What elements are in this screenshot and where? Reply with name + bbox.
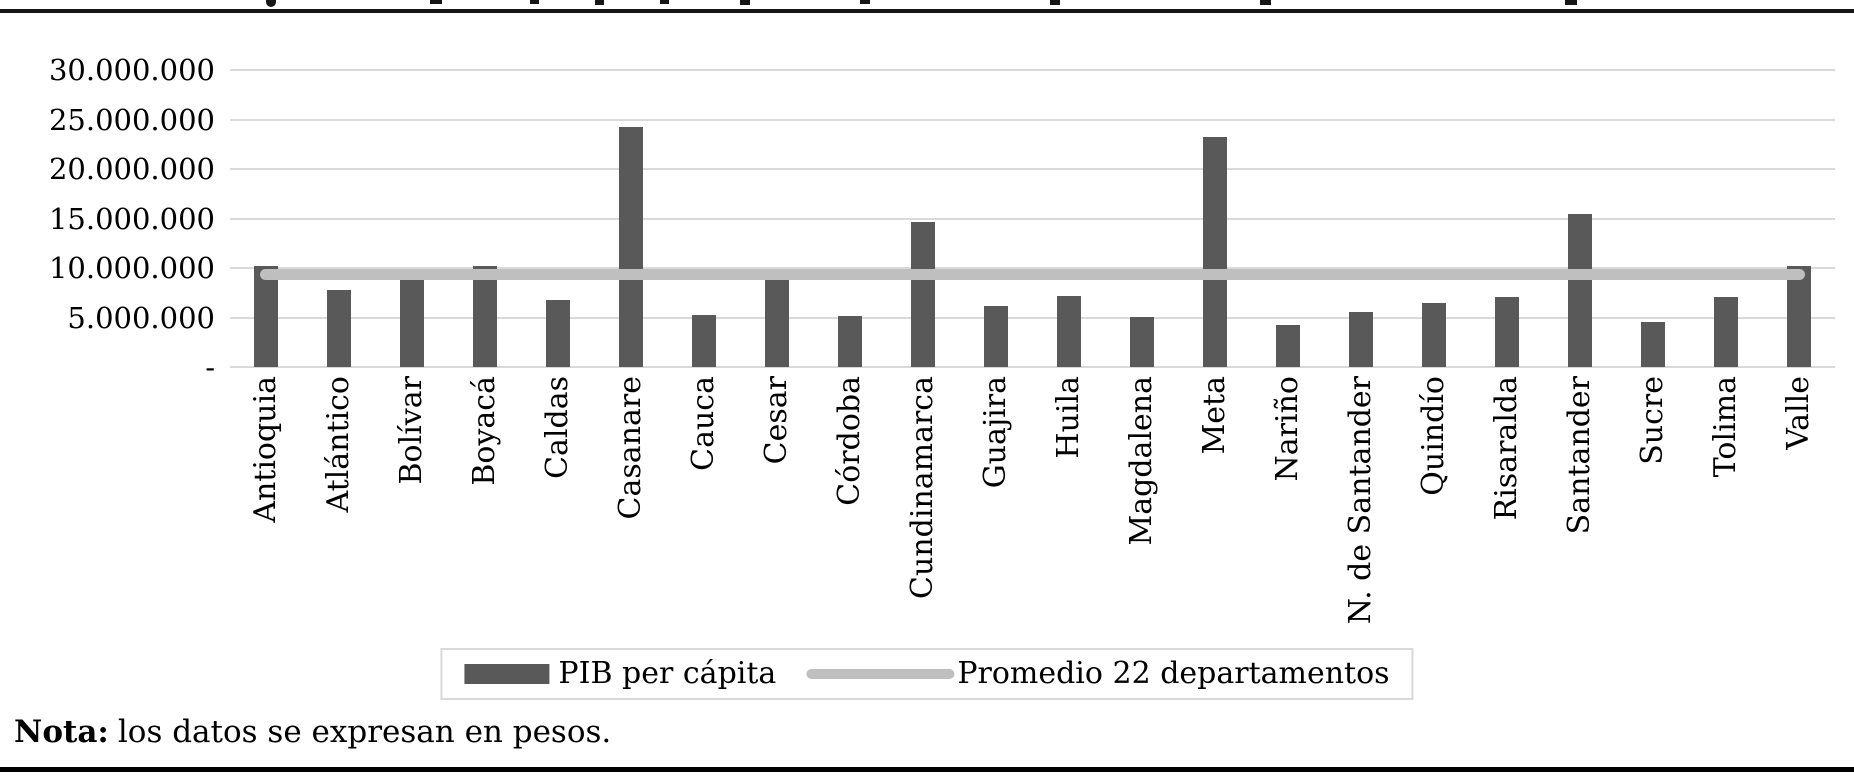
y-axis-tick-label: 5.000.000 [67, 300, 215, 335]
cropped-text-fragment [1050, 0, 1060, 5]
bar-magdalena [1129, 316, 1154, 367]
bar-antioquia [254, 266, 279, 367]
line-series-swatch [806, 669, 955, 679]
bar-valle [1786, 266, 1811, 367]
gridline [230, 316, 1835, 319]
legend: PIB per cápita Promedio 22 departamentos [440, 648, 1414, 700]
y-axis-tick-label: 30.000.000 [48, 53, 215, 87]
y-axis: 30.000.000 25.000.000 20.000.000 15.000.000… [0, 53, 215, 384]
bar-guajira [984, 305, 1009, 367]
y-axis-tick-label: - [205, 350, 215, 384]
gridline [230, 217, 1835, 220]
bottom-rule [0, 767, 1854, 772]
bar-bolivar [400, 278, 425, 367]
legend-label-bar-series: PIB per cápita [558, 656, 777, 691]
legend-label-line-series: Promedio 22 departamentos [957, 656, 1390, 691]
gridline [230, 69, 1835, 71]
bar-meta [1202, 137, 1227, 367]
bar-santander [1567, 213, 1592, 367]
cropped-text-fragment [860, 0, 870, 4]
cropped-text-fragment [1565, 0, 1577, 5]
cropped-text-fragment [266, 0, 276, 7]
bar-atlantico [327, 289, 352, 367]
cropped-text-fragment [740, 0, 750, 5]
cropped-text-fragment [530, 0, 539, 4]
y-axis-tick-label: 20.000.000 [48, 152, 215, 186]
gridline [230, 168, 1835, 170]
bar-huila [1056, 295, 1081, 367]
bar-quindio [1421, 302, 1446, 367]
bar-narino [1275, 325, 1300, 367]
bar-series-swatch [464, 664, 550, 684]
bar-casanare [619, 127, 644, 367]
gridline [230, 267, 1835, 269]
bar-tolima [1713, 296, 1738, 367]
cropped-text-fragment [595, 0, 604, 5]
bar-cesar [765, 277, 790, 367]
cropped-text-fragment [660, 0, 669, 4]
cropped-text-fragment [430, 0, 442, 4]
plot-area: Antioquia Atlántico Bolívar Boyacá Caldas Cas… [230, 69, 1835, 624]
bar-n-de-santander [1348, 311, 1373, 367]
bar-cordoba [838, 315, 863, 367]
note-text: los datos se expresan en pesos. [117, 714, 612, 750]
top-rule [0, 9, 1854, 13]
bar-cundinamarca [911, 222, 936, 367]
note-label: Nota: [14, 714, 109, 750]
gridline [230, 118, 1835, 121]
y-axis-tick-label: 10.000.000 [48, 251, 215, 285]
average-line [260, 269, 1805, 281]
y-axis-tick-label: 25.000.000 [48, 102, 215, 137]
bar-caldas [546, 299, 571, 367]
bar-risaralda [1494, 296, 1519, 367]
bar-cauca [692, 314, 717, 367]
gridline [230, 366, 1835, 368]
note: Nota: los datos se expresan en pesos. [14, 712, 611, 752]
bar-sucre [1640, 322, 1665, 367]
pib-per-capita-chart: 30.000.000 25.000.000 20.000.000 15.000.000… [0, 53, 1835, 700]
cropped-text-fragment [1260, 0, 1271, 5]
y-axis-tick-label: 15.000.000 [48, 201, 215, 236]
bar-boyaca [473, 265, 498, 367]
